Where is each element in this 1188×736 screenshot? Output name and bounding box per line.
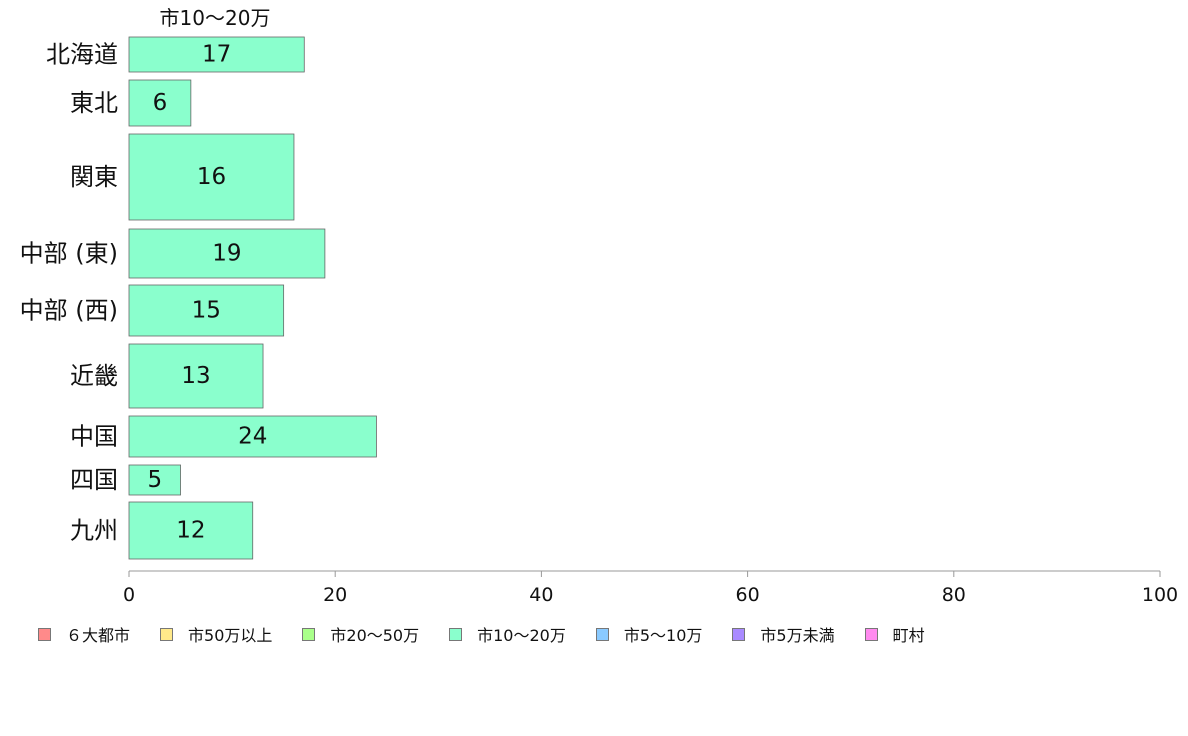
category-label: 中国 [70,423,118,451]
legend-label: 町村 [892,626,925,645]
legend-label: 市20〜50万 [330,626,420,645]
bar [128,343,264,409]
x-tick-label: 80 [942,584,966,606]
category-label: 近畿 [70,362,118,390]
legend-item: ６大都市 [38,622,130,646]
bar [128,501,254,560]
legend-swatch [38,627,51,641]
bar [128,133,295,221]
bars: 北海道 17 東北 6 関東 16 中部 (東) 19 中部 (西) 15 近畿 13 中国 24 四国 5 九… [20,36,377,560]
legend-label: 市5〜10万 [623,626,703,645]
bar [128,228,326,279]
legend-item: 町村 [864,622,925,646]
bar [128,415,377,458]
legend-label: 市50万以上 [188,626,273,645]
bar-value-label: 17 [202,42,231,68]
bar-value-label: 13 [181,363,210,389]
x-tick-label: 100 [1142,584,1178,606]
legend-label: ６大都市 [66,626,131,645]
bar-value-label: 16 [197,164,226,190]
bar-value-label: 19 [212,241,241,267]
category-label: 中部 (西) [20,297,118,325]
legend-swatch [732,627,746,641]
x-axis: 0 20 40 60 80 100 [123,570,1178,606]
legend-label: 市5万未満 [760,626,835,645]
legend-item: 市10〜20万 [449,622,566,646]
category-label: 九州 [70,517,118,545]
bar [128,464,181,496]
series-title: 市10〜20万 [160,6,271,30]
bar [128,36,305,73]
legend-swatch [449,627,463,641]
legend-item: 市20〜50万 [302,622,419,646]
legend-item: 市50万以上 [160,622,272,646]
x-tick-label: 40 [529,584,553,606]
category-label: 四国 [70,466,118,494]
bar-value-label: 12 [176,518,205,544]
legend-item: 市5万未満 [732,622,835,646]
category-label: 北海道 [46,41,118,69]
bar-value-label: 6 [153,90,168,116]
legend-swatch [595,627,609,641]
bar-value-label: 24 [238,424,267,450]
bar-value-label: 5 [147,467,162,493]
legend-swatch [302,627,316,641]
legend: ６大都市 市50万以上 市20〜50万 市10〜20万 市5〜10万 市5万未満 町村 [38,622,955,646]
legend-label: 市10〜20万 [477,626,566,645]
bar-chart: 市10〜20万 北海道 17 東北 6 関東 16 中部 (東) 19 中部 (西) 15 近畿 13… [20,6,1178,606]
legend-swatch [864,627,878,641]
category-label: 中部 (東) [20,240,118,268]
bar [128,284,285,337]
x-tick-label: 20 [323,584,347,606]
category-label: 東北 [70,89,118,117]
bar-value-label: 15 [192,298,221,324]
x-tick-label: 0 [123,584,135,606]
legend-swatch [160,627,174,641]
category-label: 関東 [70,163,118,191]
legend-item: 市5〜10万 [595,622,703,646]
bar [128,79,192,127]
x-tick-label: 60 [736,584,760,606]
